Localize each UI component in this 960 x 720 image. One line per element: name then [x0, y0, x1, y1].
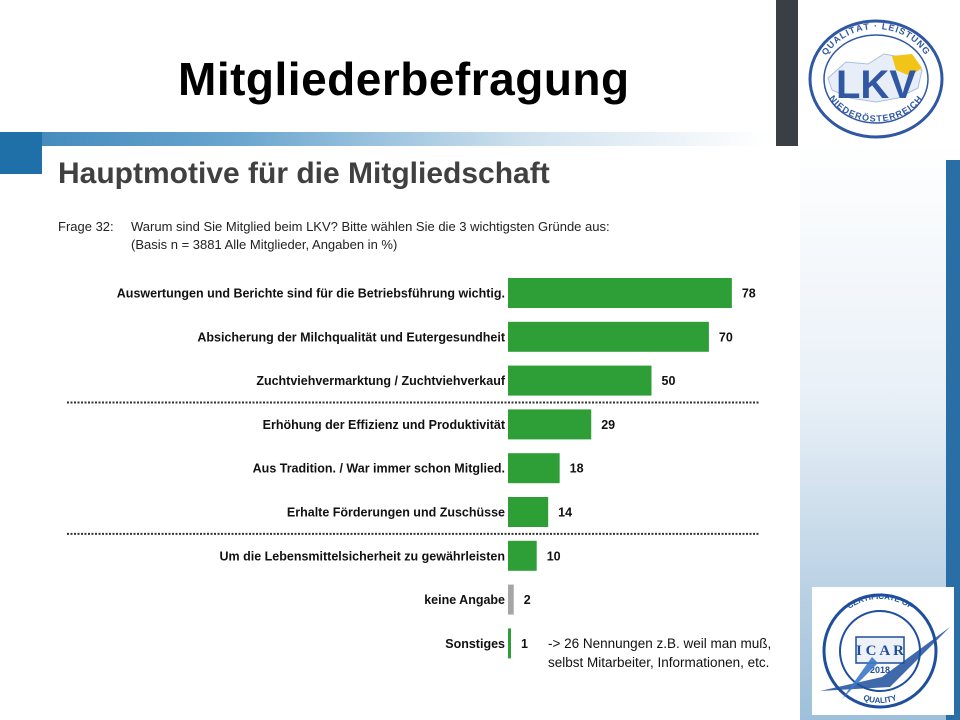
data-label: 2: [524, 593, 531, 607]
data-label: 29: [601, 418, 615, 432]
data-label: 1: [521, 637, 528, 651]
header-blue-square: [0, 132, 42, 174]
note-line: -> 26 Nennungen z.B. weil man muß,: [548, 636, 772, 651]
bar: [508, 584, 514, 615]
slide-title: Mitgliederbefragung: [178, 53, 630, 105]
chart-title: Hauptmotive für die Mitgliedschaft: [58, 157, 550, 190]
dark-vertical-bar: [776, 0, 798, 148]
data-label: 18: [570, 462, 584, 476]
svg-text:I C A R: I C A R: [856, 643, 904, 659]
data-label: 70: [719, 330, 733, 344]
question-text: Warum sind Sie Mitglied beim LKV? Bitte …: [131, 219, 610, 234]
bar: [508, 540, 537, 571]
svg-text:2018: 2018: [870, 665, 890, 675]
data-label: 78: [742, 287, 756, 301]
note-line: selbst Mitarbeiter, Informationen, etc.: [548, 655, 770, 670]
bar: [508, 497, 549, 527]
data-label: 50: [662, 374, 676, 388]
question-label: Frage 32:: [58, 219, 114, 234]
data-label: 14: [558, 506, 572, 520]
category-label: Absicherung der Milchqualität und Euterg…: [197, 330, 505, 344]
lkv-logo: LKV QUALITÄT · LEISTUNG NIEDERÖSTERREICH: [808, 19, 944, 139]
bar: [508, 278, 732, 308]
bar: [508, 453, 560, 484]
category-label: Erhalte Förderungen und Zuschüsse: [287, 506, 505, 520]
right-blue-edge: [946, 160, 960, 720]
bar: [508, 365, 652, 396]
category-label: Aus Tradition. / War immer schon Mitglie…: [253, 462, 505, 476]
category-label: Erhöhung der Effizienz und Produktivität: [263, 418, 506, 432]
category-label: Um die Lebensmittelsicherheit zu gewährl…: [220, 549, 506, 563]
category-label: Auswertungen und Berichte sind für die B…: [117, 287, 505, 301]
category-label: Sonstiges: [445, 637, 505, 651]
category-label: Zuchtviehvermarktung / Zuchtviehverkauf: [256, 374, 506, 388]
icar-certificate-logo: I C A R 2018 CERTIFICATE OF QUALITY: [812, 587, 954, 715]
chart-card: [42, 146, 800, 720]
bar: [508, 321, 709, 352]
svg-text:QUALITY: QUALITY: [862, 693, 898, 705]
lkv-letters: LKV: [836, 63, 916, 107]
data-label: 10: [547, 549, 561, 563]
question-basis: (Basis n = 3881 Alle Mitglieder, Angaben…: [131, 237, 398, 252]
sonstiges-note: -> 26 Nennungen z.B. weil man muß, selbs…: [548, 634, 771, 672]
category-label: keine Angabe: [424, 593, 505, 607]
bar: [508, 409, 592, 440]
bar: [508, 628, 511, 659]
